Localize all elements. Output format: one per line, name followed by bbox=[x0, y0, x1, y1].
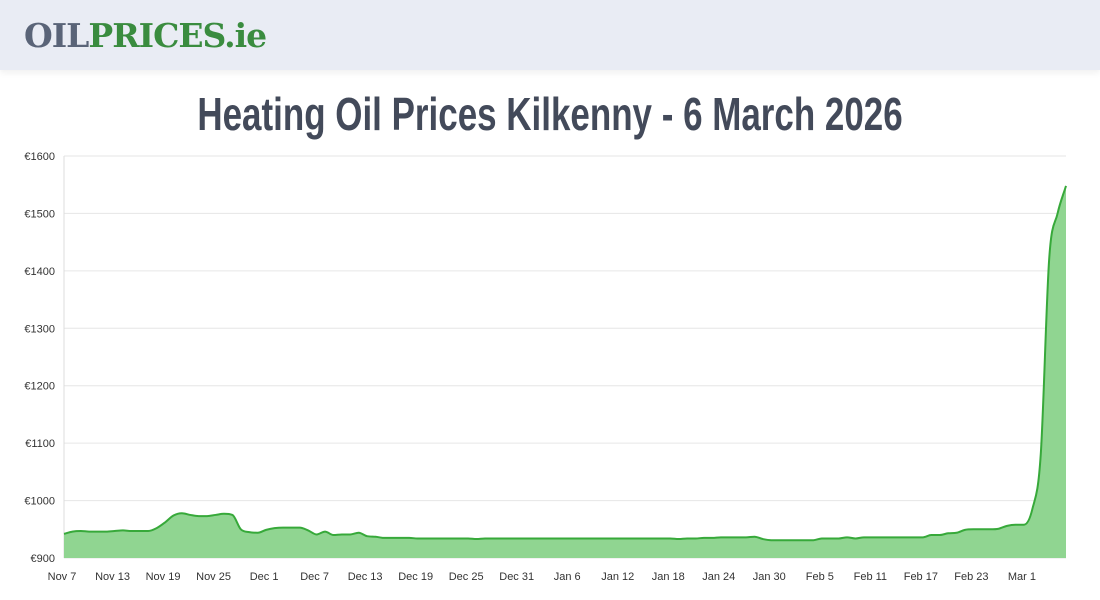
x-tick-label: Jan 6 bbox=[554, 571, 581, 583]
page-title: Heating Oil Prices Kilkenny - 6 March 20… bbox=[0, 86, 1100, 142]
x-tick-label: Jan 12 bbox=[601, 571, 634, 583]
x-tick-label: Dec 13 bbox=[348, 571, 383, 583]
y-tick-label: €1000 bbox=[24, 496, 55, 508]
x-tick-label: Dec 1 bbox=[250, 571, 279, 583]
page-title-text: Heating Oil Prices Kilkenny - 6 March 20… bbox=[197, 88, 903, 140]
x-tick-label: Jan 24 bbox=[702, 571, 735, 583]
x-tick-label: Dec 31 bbox=[499, 571, 534, 583]
logo-oil: OIL bbox=[24, 16, 89, 55]
x-tick-label: Feb 23 bbox=[954, 571, 988, 583]
y-tick-label: €1200 bbox=[24, 381, 55, 393]
x-tick-label: Dec 25 bbox=[449, 571, 484, 583]
x-tick-label: Mar 1 bbox=[1008, 571, 1036, 583]
y-tick-label: €1600 bbox=[24, 151, 55, 163]
y-tick-label: €900 bbox=[31, 553, 55, 565]
x-tick-label: Nov 25 bbox=[196, 571, 231, 583]
x-tick-label: Jan 30 bbox=[753, 571, 786, 583]
x-tick-label: Nov 19 bbox=[146, 571, 181, 583]
site-header: OILPRICES.ie bbox=[0, 0, 1100, 70]
y-tick-label: €1300 bbox=[24, 323, 55, 335]
x-tick-label: Nov 7 bbox=[48, 571, 77, 583]
site-logo[interactable]: OILPRICES.ie bbox=[24, 16, 267, 56]
y-tick-label: €1400 bbox=[24, 266, 55, 278]
y-tick-label: €1100 bbox=[25, 438, 55, 450]
x-tick-label: Feb 11 bbox=[854, 571, 887, 583]
price-area bbox=[64, 185, 1066, 558]
logo-prices: PRICES.ie bbox=[88, 16, 267, 55]
x-tick-label: Dec 19 bbox=[398, 571, 433, 583]
x-tick-label: Dec 7 bbox=[300, 571, 329, 583]
price-line bbox=[63, 185, 1067, 542]
x-tick-label: Jan 18 bbox=[652, 571, 685, 583]
x-tick-label: Nov 13 bbox=[95, 571, 130, 583]
y-tick-label: €1500 bbox=[24, 208, 55, 220]
x-tick-label: Feb 5 bbox=[806, 571, 834, 583]
x-tick-label: Feb 17 bbox=[904, 571, 938, 583]
